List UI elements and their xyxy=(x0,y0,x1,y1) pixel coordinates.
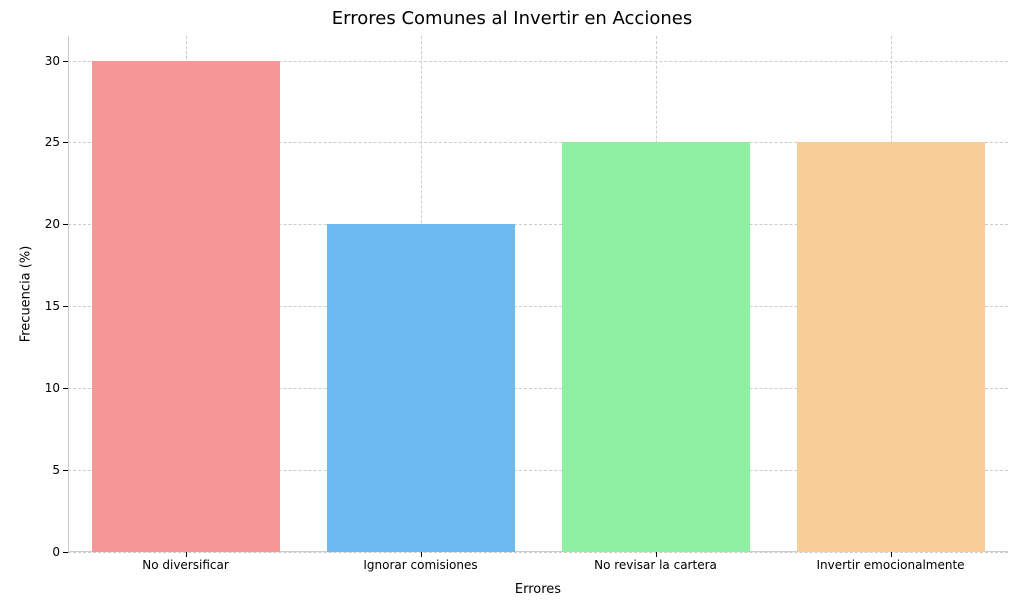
y-tick-label: 15 xyxy=(45,299,60,313)
y-tick-label: 20 xyxy=(45,217,60,231)
y-tick-mark xyxy=(63,388,68,389)
x-tick-label: No revisar la cartera xyxy=(594,558,717,572)
y-tick-label: 5 xyxy=(52,463,60,477)
y-tick-label: 0 xyxy=(52,545,60,559)
bar xyxy=(562,142,750,552)
x-tick-label: Invertir emocionalmente xyxy=(816,558,964,572)
y-tick-mark xyxy=(63,142,68,143)
plot-area: 051015202530No diversificarIgnorar comis… xyxy=(68,36,1008,552)
x-tick-mark xyxy=(891,552,892,557)
x-axis-label: Errores xyxy=(515,582,561,597)
y-tick-mark xyxy=(63,224,68,225)
x-tick-label: Ignorar comisiones xyxy=(363,558,477,572)
bar xyxy=(92,61,280,552)
y-tick-label: 10 xyxy=(45,381,60,395)
y-tick-mark xyxy=(63,552,68,553)
grid-line-horizontal xyxy=(68,552,1008,553)
x-tick-mark xyxy=(656,552,657,557)
chart-title: Errores Comunes al Invertir en Acciones xyxy=(0,8,1024,29)
bar xyxy=(327,224,515,552)
bar xyxy=(797,142,985,552)
y-tick-mark xyxy=(63,470,68,471)
y-tick-label: 30 xyxy=(45,54,60,68)
axis-spine-left xyxy=(68,36,69,552)
x-tick-mark xyxy=(421,552,422,557)
y-axis-label: Frecuencia (%) xyxy=(19,246,34,343)
chart-container: Errores Comunes al Invertir en Acciones … xyxy=(0,0,1024,610)
y-tick-mark xyxy=(63,306,68,307)
y-tick-label: 25 xyxy=(45,135,60,149)
y-tick-mark xyxy=(63,61,68,62)
x-tick-mark xyxy=(186,552,187,557)
x-tick-label: No diversificar xyxy=(142,558,229,572)
